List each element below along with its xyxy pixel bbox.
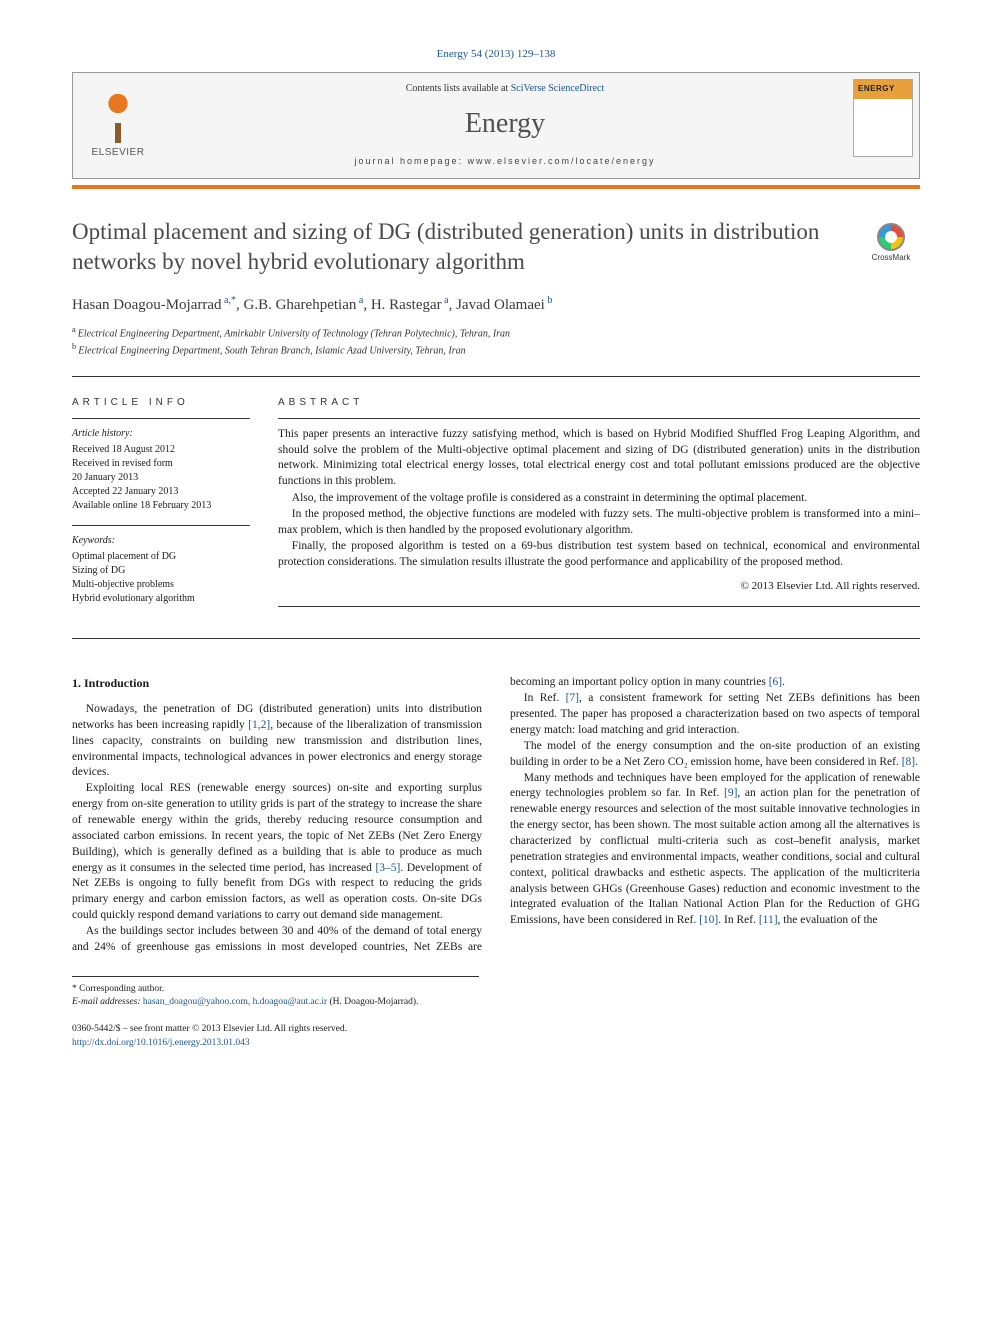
body-paragraph: Many methods and techniques have been em… (510, 771, 920, 930)
author: G.B. Gharehpetian (243, 297, 356, 313)
affiliation-line: b Electrical Engineering Department, Sou… (72, 341, 920, 358)
body-paragraph: In Ref. [7], a consistent framework for … (510, 691, 920, 739)
author-aff-marker: b (545, 295, 553, 306)
section-heading: 1. Introduction (72, 675, 482, 692)
corresponding-author: * Corresponding author. (72, 983, 479, 996)
affiliation-line: a Electrical Engineering Department, Ami… (72, 324, 920, 341)
keyword: Sizing of DG (72, 564, 250, 578)
citation-ref[interactable]: [10] (699, 914, 718, 926)
publisher-logo: ELSEVIER (73, 73, 163, 178)
body-paragraph: Nowadays, the penetration of DG (distrib… (72, 702, 482, 781)
citation-ref[interactable]: [9] (724, 787, 737, 799)
history-line: 20 January 2013 (72, 471, 250, 485)
cover-thumbnail (853, 79, 913, 157)
contents-prefix: Contents lists available at (406, 83, 511, 94)
contents-lists-line: Contents lists available at SciVerse Sci… (171, 83, 839, 94)
sciencedirect-link[interactable]: SciVerse ScienceDirect (511, 83, 605, 94)
citation-ref[interactable]: [6] (769, 676, 782, 688)
keywords-heading: Keywords: (72, 534, 250, 548)
keyword: Optimal placement of DG (72, 550, 250, 564)
publisher-name: ELSEVIER (92, 147, 145, 158)
author-aff-marker: a,* (222, 295, 236, 306)
abstract-paragraph: This paper presents an interactive fuzzy… (278, 427, 920, 489)
history-lines: Received 18 August 2012Received in revis… (72, 443, 250, 513)
citation-ref[interactable]: [1,2] (248, 719, 270, 731)
doi-link[interactable]: http://dx.doi.org/10.1016/j.energy.2013.… (72, 1037, 920, 1050)
divider-bottom (72, 638, 920, 639)
homepage-label: journal homepage: (354, 156, 467, 166)
divider-top (72, 376, 920, 377)
author-aff-marker: a (442, 295, 449, 306)
author-emails[interactable]: hasan_doagou@yahoo.com, h.doagou@aut.ac.… (143, 997, 327, 1007)
history-line: Available online 18 February 2013 (72, 499, 250, 513)
history-line: Received in revised form (72, 457, 250, 471)
elsevier-tree-icon (93, 93, 143, 143)
abstract-paragraph: In the proposed method, the objective fu… (278, 507, 920, 538)
copyright-line: © 2013 Elsevier Ltd. All rights reserved… (278, 580, 920, 592)
keyword: Multi-objective problems (72, 578, 250, 592)
citation-ref[interactable]: [11] (759, 914, 778, 926)
author-aff-marker: a (356, 295, 363, 306)
journal-title: Energy (171, 108, 839, 140)
section-number: 1. (72, 676, 81, 690)
affiliations: a Electrical Engineering Department, Ami… (72, 324, 920, 359)
history-line: Received 18 August 2012 (72, 443, 250, 457)
journal-header: ELSEVIER Contents lists available at Sci… (72, 72, 920, 179)
body-paragraph: Exploiting local RES (renewable energy s… (72, 781, 482, 924)
history-line: Accepted 22 January 2013 (72, 485, 250, 499)
accent-bar (72, 185, 920, 189)
abstract-heading: ABSTRACT (278, 397, 920, 408)
crossmark-icon (877, 223, 905, 251)
author: H. Rastegar (371, 297, 442, 313)
homepage-url[interactable]: www.elsevier.com/locate/energy (468, 156, 656, 166)
keyword-lines: Optimal placement of DGSizing of DGMulti… (72, 550, 250, 606)
citation-ref[interactable]: [7] (566, 692, 579, 704)
crossmark-label: CrossMark (872, 253, 911, 262)
citation-ref[interactable]: [3–5] (375, 862, 400, 874)
page-root: Energy 54 (2013) 129–138 ELSEVIER Conten… (0, 0, 992, 1090)
history-heading: Article history: (72, 427, 250, 441)
citation-line: Energy 54 (2013) 129–138 (72, 48, 920, 60)
body-paragraph: The model of the energy consumption and … (510, 739, 920, 771)
article-info: ARTICLE INFO Article history: Received 1… (72, 397, 250, 618)
bottom-meta: 0360-5442/$ – see front matter © 2013 El… (72, 1023, 920, 1050)
keyword: Hybrid evolutionary algorithm (72, 592, 250, 606)
front-matter-line: 0360-5442/$ – see front matter © 2013 El… (72, 1023, 920, 1036)
authors-line: Hasan Doagou-Mojarrad a,*, G.B. Gharehpe… (72, 295, 920, 314)
email-label: E-mail addresses: (72, 997, 143, 1007)
crossmark-badge[interactable]: CrossMark (862, 217, 920, 262)
author: Hasan Doagou-Mojarrad (72, 297, 222, 313)
citation-ref[interactable]: [8] (902, 756, 915, 768)
journal-cover (847, 73, 919, 178)
abstract: ABSTRACT This paper presents an interact… (278, 397, 920, 618)
corresponding-footer: * Corresponding author. E-mail addresses… (72, 976, 479, 1010)
body-columns: 1. Introduction Nowadays, the penetratio… (72, 675, 920, 955)
abstract-paragraph: Finally, the proposed algorithm is teste… (278, 539, 920, 570)
email-attribution: (H. Doagou-Mojarrad). (327, 997, 418, 1007)
section-title: Introduction (84, 676, 149, 690)
author: Javad Olamaei (456, 297, 545, 313)
article-title: Optimal placement and sizing of DG (dist… (72, 217, 846, 277)
journal-homepage: journal homepage: www.elsevier.com/locat… (171, 156, 839, 166)
article-info-heading: ARTICLE INFO (72, 397, 250, 408)
abstract-paragraph: Also, the improvement of the voltage pro… (278, 491, 920, 507)
